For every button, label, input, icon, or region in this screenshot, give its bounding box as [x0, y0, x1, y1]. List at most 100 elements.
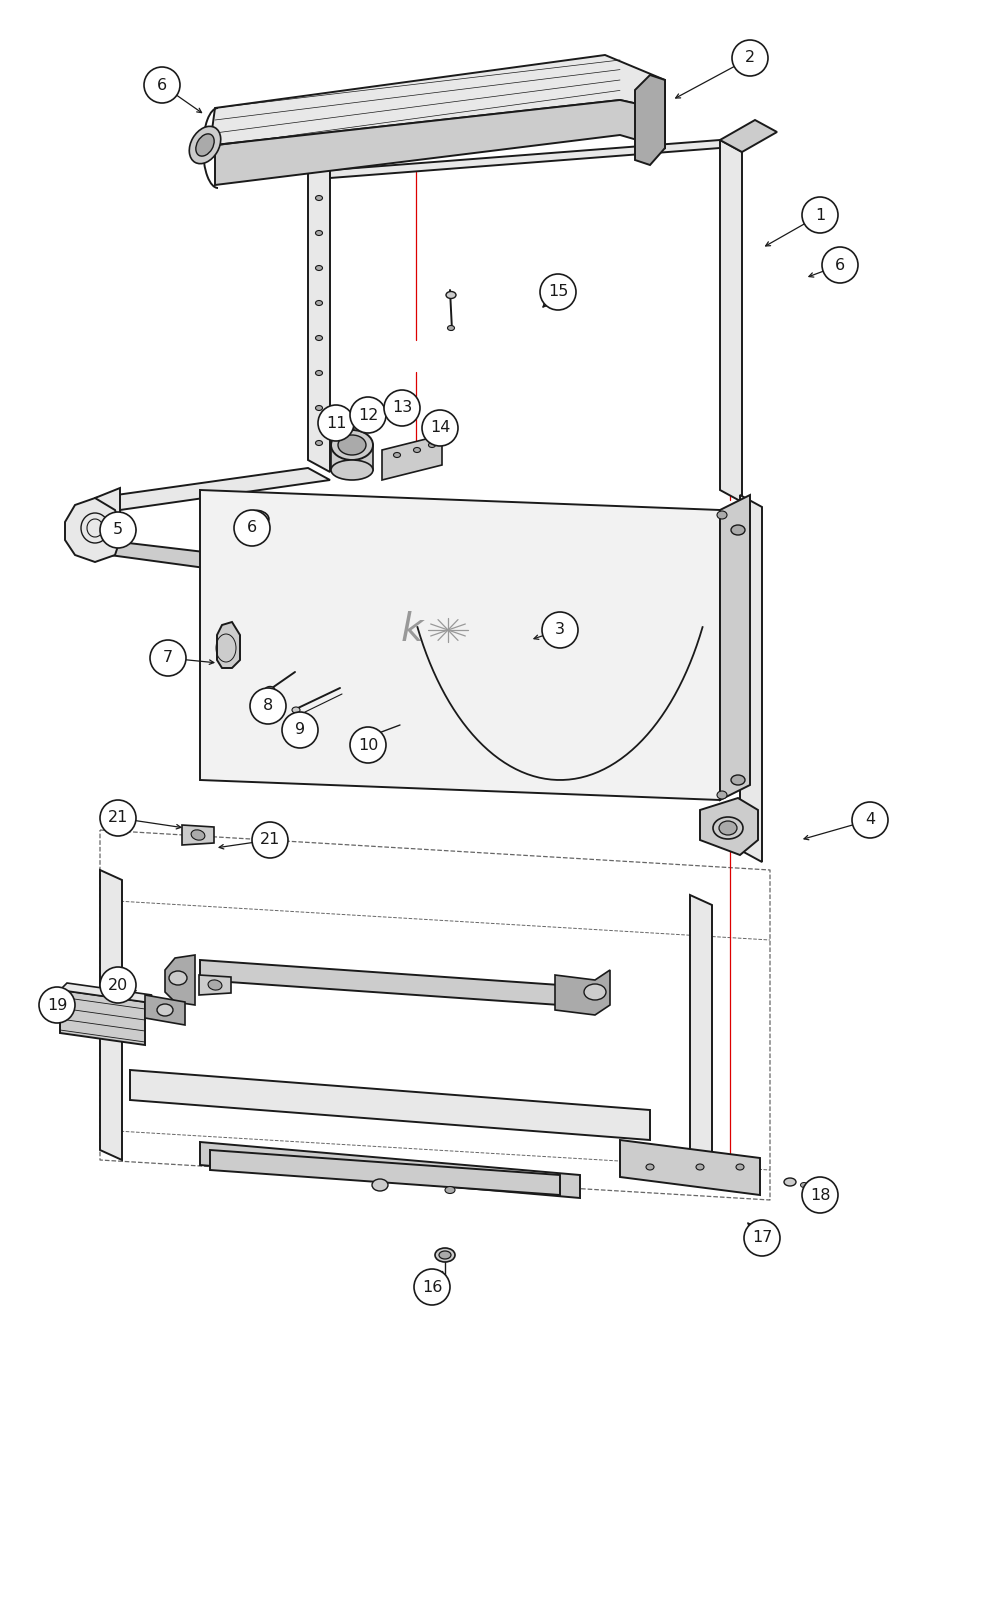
Text: 4: 4: [865, 813, 875, 827]
Ellipse shape: [331, 430, 373, 460]
Ellipse shape: [316, 370, 322, 375]
Circle shape: [732, 40, 768, 75]
Polygon shape: [145, 995, 185, 1024]
Ellipse shape: [316, 231, 322, 236]
Text: 13: 13: [392, 401, 412, 415]
Text: 5: 5: [113, 523, 123, 537]
Polygon shape: [95, 468, 330, 510]
Polygon shape: [210, 55, 665, 144]
Ellipse shape: [247, 510, 269, 526]
Polygon shape: [740, 495, 762, 862]
Circle shape: [540, 274, 576, 309]
Ellipse shape: [719, 821, 737, 835]
Ellipse shape: [316, 406, 322, 410]
Ellipse shape: [331, 460, 373, 479]
Ellipse shape: [196, 135, 214, 155]
Polygon shape: [635, 75, 665, 165]
Text: 15: 15: [548, 284, 568, 300]
Text: 17: 17: [752, 1231, 772, 1246]
Polygon shape: [95, 487, 120, 553]
Ellipse shape: [316, 441, 322, 446]
Polygon shape: [95, 542, 255, 571]
Text: 10: 10: [358, 737, 378, 752]
Ellipse shape: [414, 447, 420, 452]
Text: 21: 21: [260, 832, 280, 848]
Ellipse shape: [428, 442, 436, 447]
Polygon shape: [210, 1149, 560, 1194]
Ellipse shape: [157, 1003, 173, 1016]
Polygon shape: [330, 139, 720, 178]
Circle shape: [822, 247, 858, 284]
Polygon shape: [60, 991, 145, 1045]
Circle shape: [422, 410, 458, 446]
Polygon shape: [60, 983, 152, 1002]
Polygon shape: [720, 139, 742, 502]
Circle shape: [100, 967, 136, 1003]
Ellipse shape: [208, 979, 222, 991]
Text: 2: 2: [745, 51, 755, 66]
Circle shape: [350, 398, 386, 433]
Text: 6: 6: [157, 77, 167, 93]
Text: 12: 12: [358, 407, 378, 423]
Polygon shape: [555, 970, 610, 1015]
Ellipse shape: [191, 830, 205, 840]
Circle shape: [252, 822, 288, 858]
Circle shape: [250, 688, 286, 725]
Text: 18: 18: [810, 1188, 830, 1202]
Ellipse shape: [372, 1178, 388, 1191]
Polygon shape: [720, 495, 750, 800]
Ellipse shape: [736, 1164, 744, 1170]
Circle shape: [100, 511, 136, 548]
Text: 3: 3: [555, 622, 565, 638]
Text: 9: 9: [295, 723, 305, 737]
Circle shape: [100, 800, 136, 837]
Text: 16: 16: [422, 1279, 442, 1295]
Text: 21: 21: [108, 811, 128, 826]
Ellipse shape: [448, 325, 454, 330]
Text: 11: 11: [326, 415, 346, 431]
Polygon shape: [100, 870, 122, 1161]
Text: 1: 1: [815, 207, 825, 223]
Polygon shape: [220, 523, 330, 555]
Text: 20: 20: [108, 978, 128, 992]
Ellipse shape: [316, 335, 322, 340]
Circle shape: [150, 640, 186, 676]
Polygon shape: [382, 434, 442, 479]
Ellipse shape: [435, 1249, 455, 1262]
Circle shape: [282, 712, 318, 749]
Ellipse shape: [356, 737, 364, 744]
Circle shape: [802, 1177, 838, 1213]
Ellipse shape: [316, 300, 322, 306]
Polygon shape: [331, 446, 373, 470]
Ellipse shape: [825, 258, 851, 277]
Ellipse shape: [252, 515, 264, 523]
Circle shape: [414, 1270, 450, 1305]
Circle shape: [852, 802, 888, 838]
Polygon shape: [620, 1140, 760, 1194]
Circle shape: [39, 987, 75, 1023]
Ellipse shape: [584, 984, 606, 1000]
Text: 6: 6: [247, 521, 257, 535]
Circle shape: [350, 728, 386, 763]
Ellipse shape: [394, 452, 400, 457]
Text: 14: 14: [430, 420, 450, 436]
Ellipse shape: [169, 971, 187, 984]
Circle shape: [234, 510, 270, 547]
Ellipse shape: [731, 526, 745, 535]
Polygon shape: [200, 960, 560, 1005]
Polygon shape: [165, 955, 195, 1005]
Ellipse shape: [338, 434, 366, 455]
Polygon shape: [65, 499, 120, 563]
Polygon shape: [690, 894, 712, 1161]
Ellipse shape: [784, 1178, 796, 1186]
Ellipse shape: [316, 196, 322, 200]
Ellipse shape: [439, 1250, 451, 1258]
Polygon shape: [217, 622, 240, 668]
Ellipse shape: [731, 774, 745, 785]
Text: 7: 7: [163, 651, 173, 665]
Text: k: k: [401, 611, 423, 649]
Polygon shape: [720, 120, 777, 152]
Ellipse shape: [696, 1164, 704, 1170]
Polygon shape: [220, 540, 330, 571]
Ellipse shape: [717, 511, 727, 519]
